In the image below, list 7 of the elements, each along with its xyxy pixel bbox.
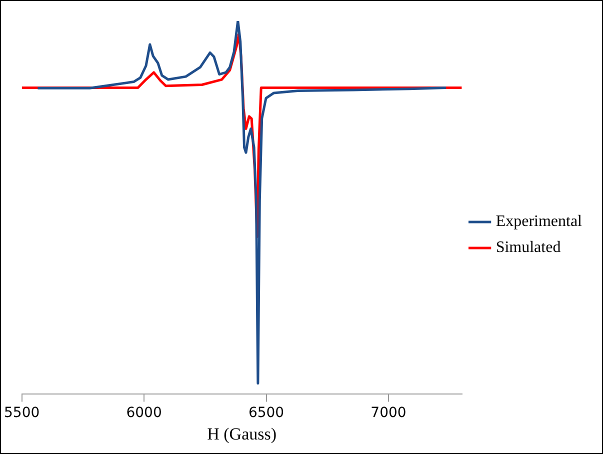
x-tick-label: 6500 (248, 404, 284, 421)
x-tick-label: 6000 (126, 404, 162, 421)
x-tick-label: 5500 (4, 404, 40, 421)
x-tick-label: 7000 (370, 404, 406, 421)
legend-label: Simulated (496, 239, 561, 256)
x-axis-title: H (Gauss) (207, 424, 277, 444)
legend-label: Experimental (496, 213, 583, 230)
